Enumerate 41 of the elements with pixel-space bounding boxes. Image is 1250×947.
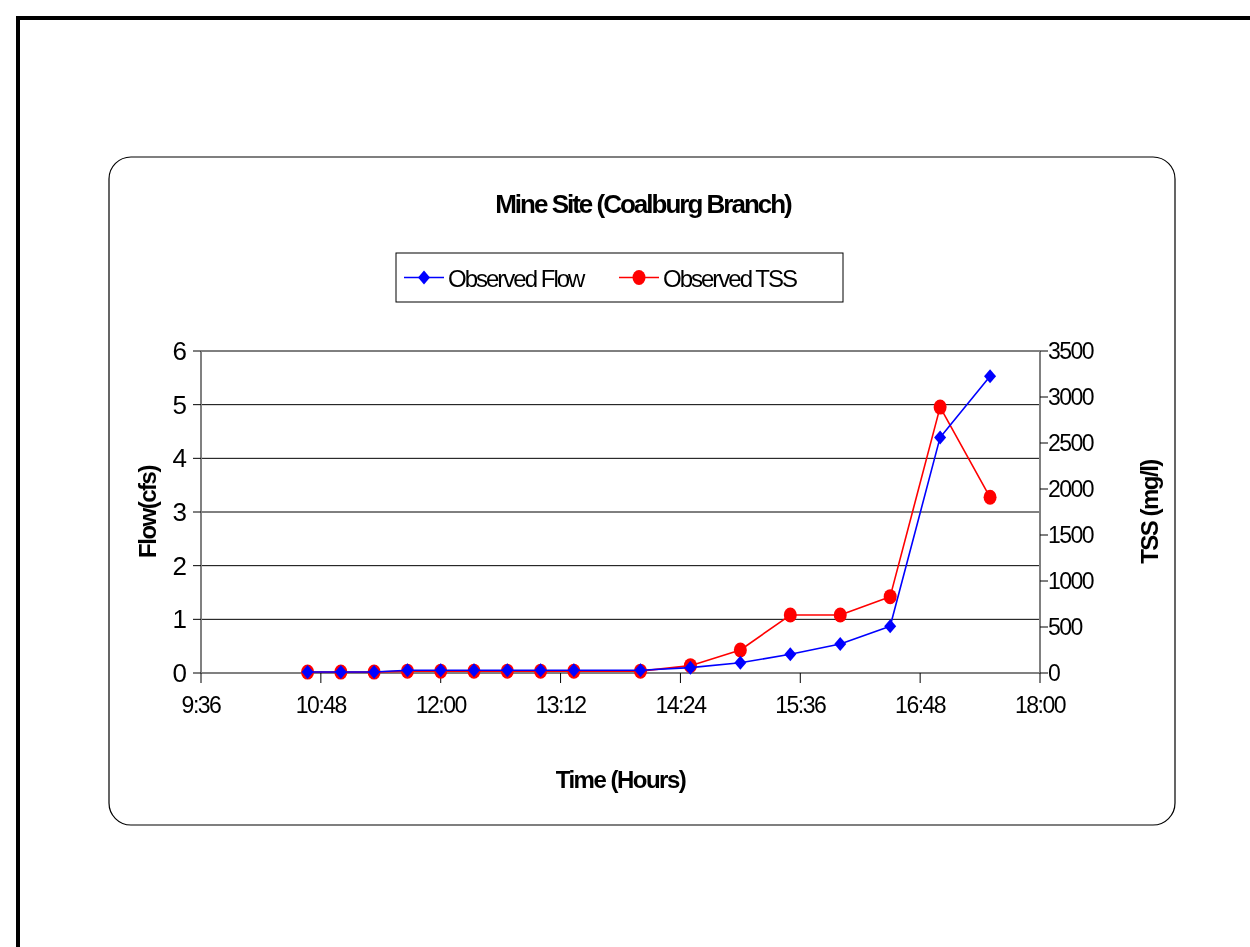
y2-axis-title: TSS (mg/l) — [1136, 459, 1163, 564]
point — [934, 430, 947, 445]
chart-title: Mine Site (Coalburg Branch) — [495, 189, 793, 219]
y2-tick-label: 0 — [1048, 660, 1060, 686]
y2-tick-label: 1500 — [1048, 522, 1094, 548]
x-tick-label: 9:36 — [181, 692, 222, 718]
y-tick-label: 6 — [172, 336, 187, 366]
x-tick-label: 14:24 — [655, 692, 708, 718]
y-tick-label: 5 — [172, 389, 187, 420]
y2-tick-label: 3500 — [1048, 338, 1094, 364]
point — [933, 399, 947, 415]
x-tick-label: 12:00 — [415, 692, 467, 718]
x-tick-label: 10:48 — [295, 692, 347, 718]
point — [834, 637, 847, 652]
point — [783, 607, 797, 623]
y-tick-label: 1 — [172, 604, 187, 635]
x-tick-label: 15:36 — [775, 692, 827, 718]
x-tick-label: 16:48 — [895, 692, 946, 718]
y2-tick-label: 1000 — [1048, 568, 1094, 594]
y2-tick-label: 2500 — [1048, 430, 1094, 456]
point — [833, 607, 847, 623]
legend-label: Observed Flow — [448, 264, 587, 292]
y-tick-label: 2 — [172, 550, 187, 581]
y-axis-title: Flow(cfs) — [134, 465, 161, 558]
x-tick-label: 13:12 — [535, 692, 587, 718]
y-tick-label: 0 — [172, 658, 187, 688]
point — [984, 369, 997, 384]
x-tick-label: 18:00 — [1014, 692, 1066, 718]
point — [983, 489, 997, 505]
y2-tick-label: 3000 — [1048, 384, 1094, 410]
point — [884, 619, 897, 634]
y2-tick-label: 500 — [1048, 614, 1083, 640]
point — [734, 655, 747, 670]
y-tick-label: 4 — [172, 443, 187, 474]
point — [883, 589, 897, 605]
point — [784, 647, 797, 662]
y-tick-label: 3 — [172, 497, 187, 527]
legend-label: Observed TSS — [663, 264, 797, 292]
y2-tick-label: 2000 — [1048, 476, 1094, 502]
point — [733, 642, 747, 658]
x-axis-title: Time (Hours) — [555, 766, 686, 793]
